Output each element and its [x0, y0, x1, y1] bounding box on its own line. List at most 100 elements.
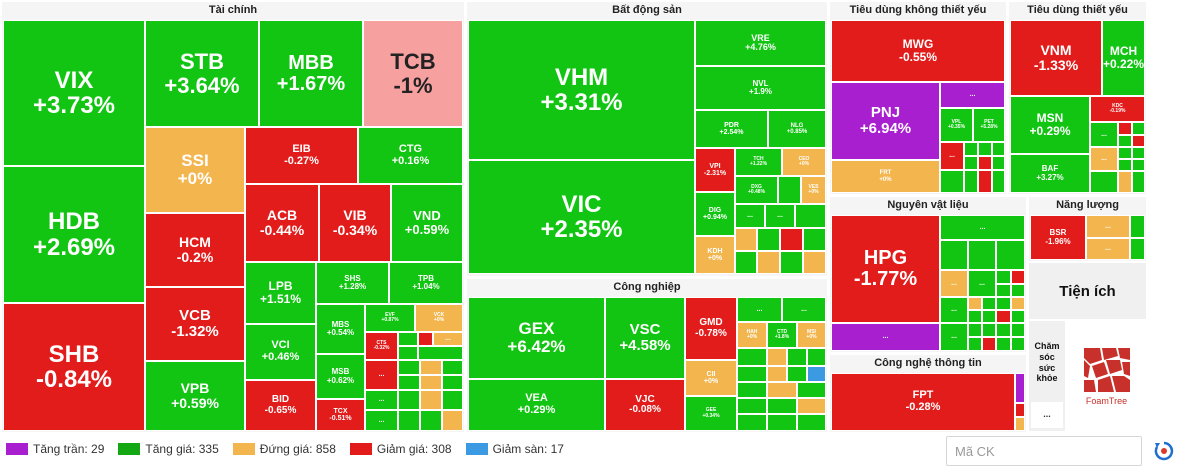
stock-tile-hdb[interactable]: HDB +2.69% [3, 166, 145, 303]
stock-tile-vsc[interactable]: VSC +4.58% [605, 297, 685, 379]
stock-tile-small[interactable] [1132, 135, 1145, 147]
stock-tile-ceo[interactable]: CEO +0% [782, 148, 826, 176]
stock-tile-small[interactable] [767, 366, 787, 382]
stock-tile-small[interactable] [1118, 122, 1132, 135]
stock-tile-small[interactable] [797, 398, 826, 414]
stock-tile-small[interactable] [978, 156, 992, 170]
stock-tile-small[interactable] [778, 176, 801, 204]
stock-tile-small[interactable] [996, 310, 1011, 323]
stock-tile-small[interactable] [940, 240, 968, 270]
stock-tile-pnj[interactable]: PNJ +6.94% [831, 82, 940, 160]
stock-tile-nvl[interactable]: NVL +1.9% [695, 66, 826, 110]
stock-tile-small[interactable] [1011, 270, 1025, 284]
stock-tile-small[interactable] [398, 375, 420, 390]
stock-tile-small[interactable] [1015, 403, 1025, 417]
stock-tile-small[interactable] [735, 228, 757, 251]
stock-tile-small[interactable]: ... [782, 297, 826, 322]
stock-tile-kdh[interactable]: KDH +0% [695, 236, 735, 274]
stock-tile-small[interactable] [996, 270, 1011, 284]
stock-tile-lpb[interactable]: LPB +1.51% [245, 262, 316, 324]
stock-tile-hah[interactable]: HAH +0% [737, 322, 767, 348]
stock-tile-small[interactable]: ... [968, 270, 996, 297]
stock-tile-msn[interactable]: MSN +0.29% [1010, 96, 1090, 154]
stock-tile-vnd[interactable]: VND +0.59% [391, 184, 463, 262]
stock-tile-small[interactable] [1118, 171, 1132, 193]
stock-tile-pdr[interactable]: PDR +2.54% [695, 110, 768, 148]
stock-tile-vcb[interactable]: VCB -1.32% [145, 287, 245, 361]
stock-tile-small[interactable] [1015, 417, 1025, 431]
stock-tile-small[interactable] [978, 142, 992, 156]
stock-tile-small[interactable] [737, 348, 767, 366]
stock-tile-small[interactable] [767, 382, 797, 398]
stock-tile-small[interactable]: ... [1086, 238, 1130, 260]
stock-tile-eib[interactable]: EIB -0.27% [245, 127, 358, 184]
stock-tile-small[interactable] [1090, 171, 1118, 193]
stock-tile-acb[interactable]: ACB -0.44% [245, 184, 319, 262]
stock-tile-vci[interactable]: VCI +0.46% [245, 324, 316, 380]
stock-tile-small[interactable]: ... [1086, 215, 1130, 238]
stock-tile-small[interactable] [992, 170, 1005, 193]
stock-tile-frt[interactable]: FRT +0% [831, 160, 940, 193]
stock-tile-small[interactable] [996, 323, 1011, 337]
stock-tile-small[interactable] [1132, 171, 1145, 193]
stock-tile-small[interactable] [1130, 238, 1145, 260]
stock-tile-small[interactable] [992, 142, 1005, 156]
stock-tile-small[interactable] [398, 346, 418, 360]
stock-tile-gmd[interactable]: GMD -0.78% [685, 297, 737, 360]
stock-tile-mwg[interactable]: MWG -0.55% [831, 20, 1005, 82]
stock-tile-small[interactable] [964, 142, 978, 156]
stock-tile-small[interactable]: ... [433, 332, 463, 346]
stock-tile-small[interactable]: ... [365, 410, 398, 431]
stock-tile-small[interactable]: ... [365, 390, 398, 410]
stock-tile-small[interactable] [978, 170, 992, 193]
stock-tile-ctd[interactable]: CTD +1.8% [767, 322, 797, 348]
stock-tile-small[interactable] [996, 337, 1011, 351]
stock-tile-small[interactable] [1130, 215, 1145, 238]
stock-tile-vjc[interactable]: VJC -0.08% [605, 379, 685, 431]
stock-tile-small[interactable]: ... [1090, 122, 1118, 147]
stock-tile-kdc[interactable]: KDC -0.19% [1090, 96, 1145, 122]
stock-tile-small[interactable] [940, 170, 964, 193]
stock-tile-baf[interactable]: BAF +3.27% [1010, 154, 1090, 193]
stock-tile-small[interactable] [420, 360, 442, 375]
stock-tile-hcm[interactable]: HCM -0.2% [145, 213, 245, 287]
stock-tile-small[interactable] [964, 156, 978, 170]
stock-tile-ctg[interactable]: CTG +0.16% [358, 127, 463, 184]
stock-tile-small[interactable] [797, 414, 826, 431]
sector-utilities[interactable]: Tiện ích [1029, 263, 1146, 319]
stock-tile-small[interactable] [398, 390, 420, 410]
stock-tile-small[interactable] [442, 390, 463, 410]
refresh-icon[interactable] [1154, 441, 1174, 461]
stock-tile-tcx[interactable]: TCX -0.51% [316, 399, 365, 431]
stock-tile-tpb[interactable]: TPB +1.04% [389, 262, 463, 304]
stock-tile-small[interactable] [803, 228, 826, 251]
stock-tile-small[interactable]: ... [831, 323, 940, 351]
stock-tile-fpt[interactable]: FPT -0.28% [831, 373, 1015, 431]
stock-tile-small[interactable]: ... [365, 360, 398, 390]
stock-tile-vic[interactable]: VIC +2.35% [468, 160, 695, 274]
stock-tile-small[interactable] [737, 414, 767, 431]
stock-tile-msb[interactable]: MSB +0.62% [316, 354, 365, 399]
stock-tile-small[interactable] [803, 251, 826, 274]
stock-tile-ves[interactable]: VES +0% [801, 176, 826, 204]
stock-tile-small[interactable] [996, 297, 1011, 310]
stock-tile-small[interactable] [795, 204, 826, 228]
stock-tile-small[interactable] [1132, 122, 1145, 135]
stock-tile-pet[interactable]: PET +5.28% [973, 108, 1005, 142]
stock-tile-small[interactable] [418, 346, 463, 360]
stock-tile-vea[interactable]: VEA +0.29% [468, 379, 605, 431]
stock-tile-small[interactable] [807, 366, 826, 382]
stock-tile-dxg[interactable]: DXG +0.48% [735, 176, 778, 204]
stock-tile-small[interactable] [1011, 284, 1025, 297]
stock-tile-small[interactable] [780, 228, 803, 251]
stock-tile-small[interactable] [767, 398, 797, 414]
stock-tile-small[interactable] [398, 360, 420, 375]
stock-tile-small[interactable] [982, 337, 996, 351]
stock-tile-hpg[interactable]: HPG -1.77% [831, 215, 940, 323]
stock-tile-gex[interactable]: GEX +6.42% [468, 297, 605, 379]
stock-tile-small[interactable] [442, 410, 463, 431]
stock-tile-small[interactable] [982, 297, 996, 310]
stock-tile-dig[interactable]: DIG +0.94% [695, 192, 735, 236]
stock-tile-small[interactable] [807, 348, 826, 366]
stock-tile-small[interactable] [1015, 373, 1025, 403]
